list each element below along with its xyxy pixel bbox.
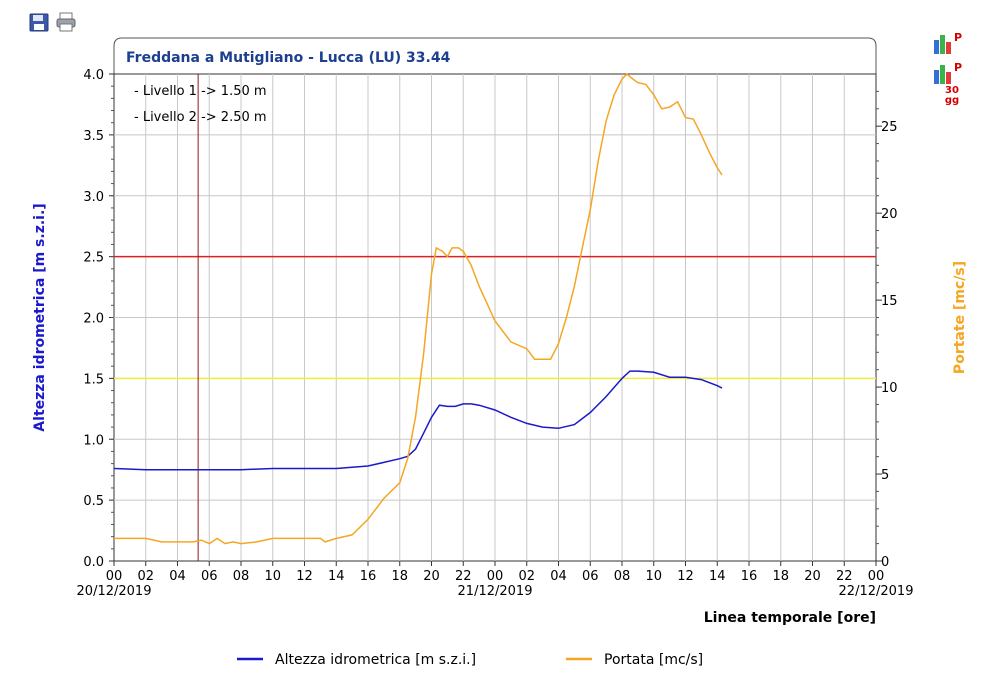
y-tick-label: 0.0 [83,555,104,570]
x-tick-label: 00 [106,569,123,584]
x-tick-label: 02 [137,569,154,584]
y-tick-label: 3.0 [83,190,104,205]
legend-label: Portata [mc/s] [604,652,703,668]
floppy-disk-icon[interactable] [29,13,49,33]
x-tick-label: 04 [550,569,567,584]
y2-tick-label: 25 [881,120,898,135]
threshold-annotation: - Livello 1 -> 1.50 m [134,84,267,99]
y-tick-label: 1.0 [83,433,104,448]
x-tick-label: 18 [772,569,789,584]
x-tick-label: 10 [645,569,662,584]
y2-tick-label: 5 [881,468,889,483]
x-tick-label: 04 [169,569,186,584]
y-tick-label: 2.0 [83,312,104,327]
title-frame [113,37,877,74]
x-tick-label: 08 [233,569,250,584]
y-tick-label: 0.5 [83,494,104,509]
x-tick-label: 10 [264,569,281,584]
x-tick-label: 14 [328,569,345,584]
y-tick-label: 3.5 [83,129,104,144]
x-tick-label: 22 [836,569,853,584]
icon-caption-gg: gg [945,95,959,106]
y-tick-label: 4.0 [83,68,104,83]
series-line [114,72,723,545]
svg-text:P: P [954,31,962,44]
x-tick-label: 22 [455,569,472,584]
chart-title: Freddana a Mutigliano - Lucca (LU) 33.44 [126,50,451,66]
y2-tick-label: 15 [881,294,898,309]
x-tick-label: 12 [677,569,694,584]
y2-tick-label: 20 [881,207,898,222]
printer-icon[interactable] [55,11,77,33]
series-line [113,370,723,471]
bar-chart-p-30gg-icon[interactable]: P 30 gg [932,60,968,114]
x-tick-label: 12 [296,569,313,584]
x-tick-label: 20 [804,569,821,584]
y-axis-label-right: Portate [mc/s] [952,261,968,374]
x-tick-label: 08 [614,569,631,584]
icon-caption-30: 30 [945,85,959,96]
x-tick-label: 06 [201,569,218,584]
y-axis-label-left: Altezza idrometrica [m s.z.i.] [32,203,48,431]
x-tick-label: 02 [518,569,535,584]
x-tick-label: 14 [709,569,726,584]
y2-tick-label: 0 [881,555,889,570]
y2-tick-label: 10 [881,381,898,396]
x-tick-label: 00 [868,569,885,584]
y-tick-label: 2.5 [83,251,104,266]
svg-text:P: P [954,61,962,74]
x-date-label: 21/12/2019 [458,584,533,599]
x-tick-label: 18 [391,569,408,584]
x-date-label: 20/12/2019 [77,584,152,599]
threshold-annotation: - Livello 2 -> 2.50 m [134,110,267,125]
x-tick-label: 06 [582,569,599,584]
y-tick-label: 1.5 [83,372,104,387]
legend-label: Altezza idrometrica [m s.z.i.] [275,652,476,668]
x-date-label: 22/12/2019 [839,584,914,599]
x-axis-label: Linea temporale [ore] [704,610,876,626]
x-tick-label: 00 [487,569,504,584]
x-tick-label: 20 [423,569,440,584]
x-tick-label: 16 [741,569,758,584]
x-tick-label: 16 [360,569,377,584]
bar-chart-p-icon[interactable]: P [932,30,968,56]
